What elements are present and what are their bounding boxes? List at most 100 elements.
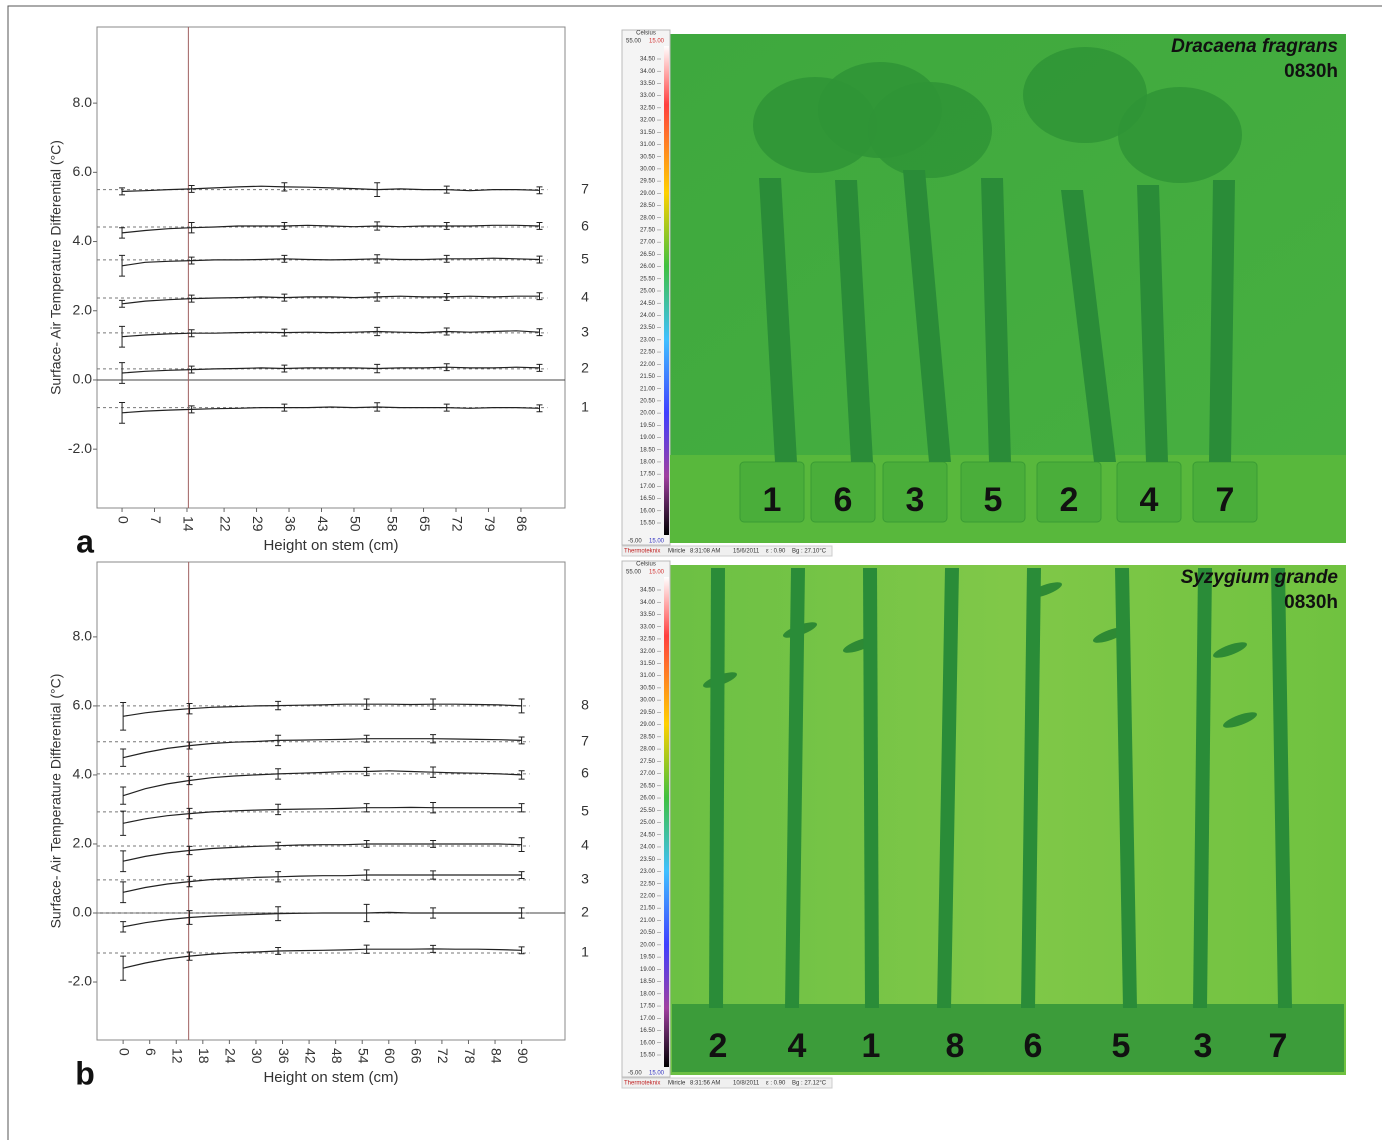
error-bar (120, 921, 127, 933)
error-bar (281, 254, 288, 263)
error-bar (518, 946, 525, 955)
error-bar (275, 906, 282, 922)
error-bar (518, 871, 525, 879)
leaf (1222, 712, 1258, 728)
error-bar (443, 292, 450, 301)
error-bar (518, 803, 525, 813)
y-tick-label: 6.0 (73, 697, 93, 713)
colorbar (664, 46, 669, 535)
error-bar (430, 840, 437, 848)
series-line (122, 874, 522, 893)
species-name: Dracaena fragrans (1171, 36, 1338, 57)
error-bar (119, 325, 126, 348)
error-bar (119, 227, 126, 239)
stem (835, 180, 873, 462)
error-bar (275, 803, 282, 816)
plant-label: 1 (862, 1027, 881, 1065)
x-tick-label: 50 (347, 516, 363, 532)
error-bar (119, 187, 126, 196)
series-label: 5 (581, 251, 589, 267)
stem (937, 568, 959, 1008)
error-bar (281, 364, 288, 373)
tray (672, 1004, 1344, 1072)
colorbar-tick: 28.00 (640, 747, 656, 753)
x-tick-label: 18 (196, 1048, 212, 1064)
x-tick-label: 65 (417, 516, 433, 532)
series-label: 8 (581, 697, 589, 713)
colorbar-tick: 17.50 (640, 1004, 656, 1010)
x-axis-label: Height on stem (cm) (263, 1069, 398, 1086)
stem (1115, 568, 1137, 1008)
plant-label: 5 (1112, 1027, 1131, 1065)
error-bar (188, 294, 195, 303)
error-bar (119, 401, 126, 424)
error-bar (374, 221, 381, 231)
plant-label: 2 (1060, 481, 1079, 519)
error-bar (186, 775, 193, 786)
y-tick-label: -2.0 (68, 440, 92, 456)
colorbar-tick: 25.50 (640, 276, 656, 282)
colorbar-tick: 15.50 (640, 521, 656, 527)
series-label: 6 (581, 218, 589, 234)
colorbar-tick: 34.00 (640, 69, 656, 75)
y-tick-label: -2.0 (68, 973, 92, 989)
x-tick-label: 36 (276, 1048, 292, 1064)
stem (1137, 185, 1168, 462)
error-bar (281, 293, 288, 302)
error-bar (374, 363, 381, 374)
leaf (1212, 642, 1248, 658)
colorbar-tick: 32.00 (640, 649, 656, 655)
colorbar-tick: 23.00 (640, 337, 656, 343)
colorbar-tick: 16.50 (640, 496, 656, 502)
error-bar (518, 770, 525, 780)
plot-frame (96, 26, 566, 509)
stem (1271, 568, 1292, 1008)
error-bar (363, 840, 370, 848)
x-tick-label: 79 (482, 516, 498, 532)
x-axis-label: Height on stem (cm) (263, 537, 398, 554)
colorbar-tick: 31.50 (640, 661, 656, 667)
error-bar (188, 329, 195, 338)
x-tick-label: 78 (462, 1048, 478, 1064)
colorbar-tick: 32.50 (640, 105, 656, 111)
plant-label: 6 (1024, 1027, 1043, 1065)
error-bar (430, 734, 437, 744)
colorbar-max: 55.00 (626, 39, 642, 45)
colorbar-tick: 29.00 (640, 191, 656, 197)
error-bar (188, 365, 195, 374)
error-bar (281, 328, 288, 337)
stem (863, 568, 879, 1008)
colorbar-tick: 25.00 (640, 820, 656, 826)
error-bar (120, 701, 127, 731)
error-bar (275, 841, 282, 850)
colorbar-span: 15.00 (649, 539, 665, 545)
series-line (121, 330, 540, 338)
colorbar-tick: 20.00 (640, 942, 656, 948)
colorbar-tick: 33.50 (640, 612, 656, 618)
series-line (122, 843, 522, 862)
colorbar-tick: 23.50 (640, 325, 656, 331)
x-tick-label: 30 (249, 1048, 265, 1064)
colorbar-tick: 21.50 (640, 374, 656, 380)
status-date: 10/8/2011 (733, 1081, 760, 1087)
colorbar-tick: 18.00 (640, 460, 656, 466)
x-tick-label: 86 (514, 516, 530, 532)
error-bar (443, 254, 450, 263)
colorbar-tick: 23.50 (640, 857, 656, 863)
y-axis-label: Surface- Air Temperature Differential (°… (48, 674, 64, 929)
error-bar (430, 766, 437, 778)
error-bar (374, 292, 381, 302)
series-label: 4 (581, 289, 589, 305)
x-tick-label: 0 (116, 1048, 132, 1056)
series-label: 3 (581, 871, 589, 887)
error-bar (536, 328, 543, 337)
series-label: 5 (581, 803, 589, 819)
status-camera: Miricle (668, 549, 686, 555)
x-tick-label: 0 (115, 516, 131, 524)
error-bar (186, 741, 193, 750)
error-bar (363, 698, 370, 710)
plant-label: 4 (1140, 481, 1159, 519)
colorbar-tick: 21.00 (640, 918, 656, 924)
error-bar (281, 182, 288, 192)
